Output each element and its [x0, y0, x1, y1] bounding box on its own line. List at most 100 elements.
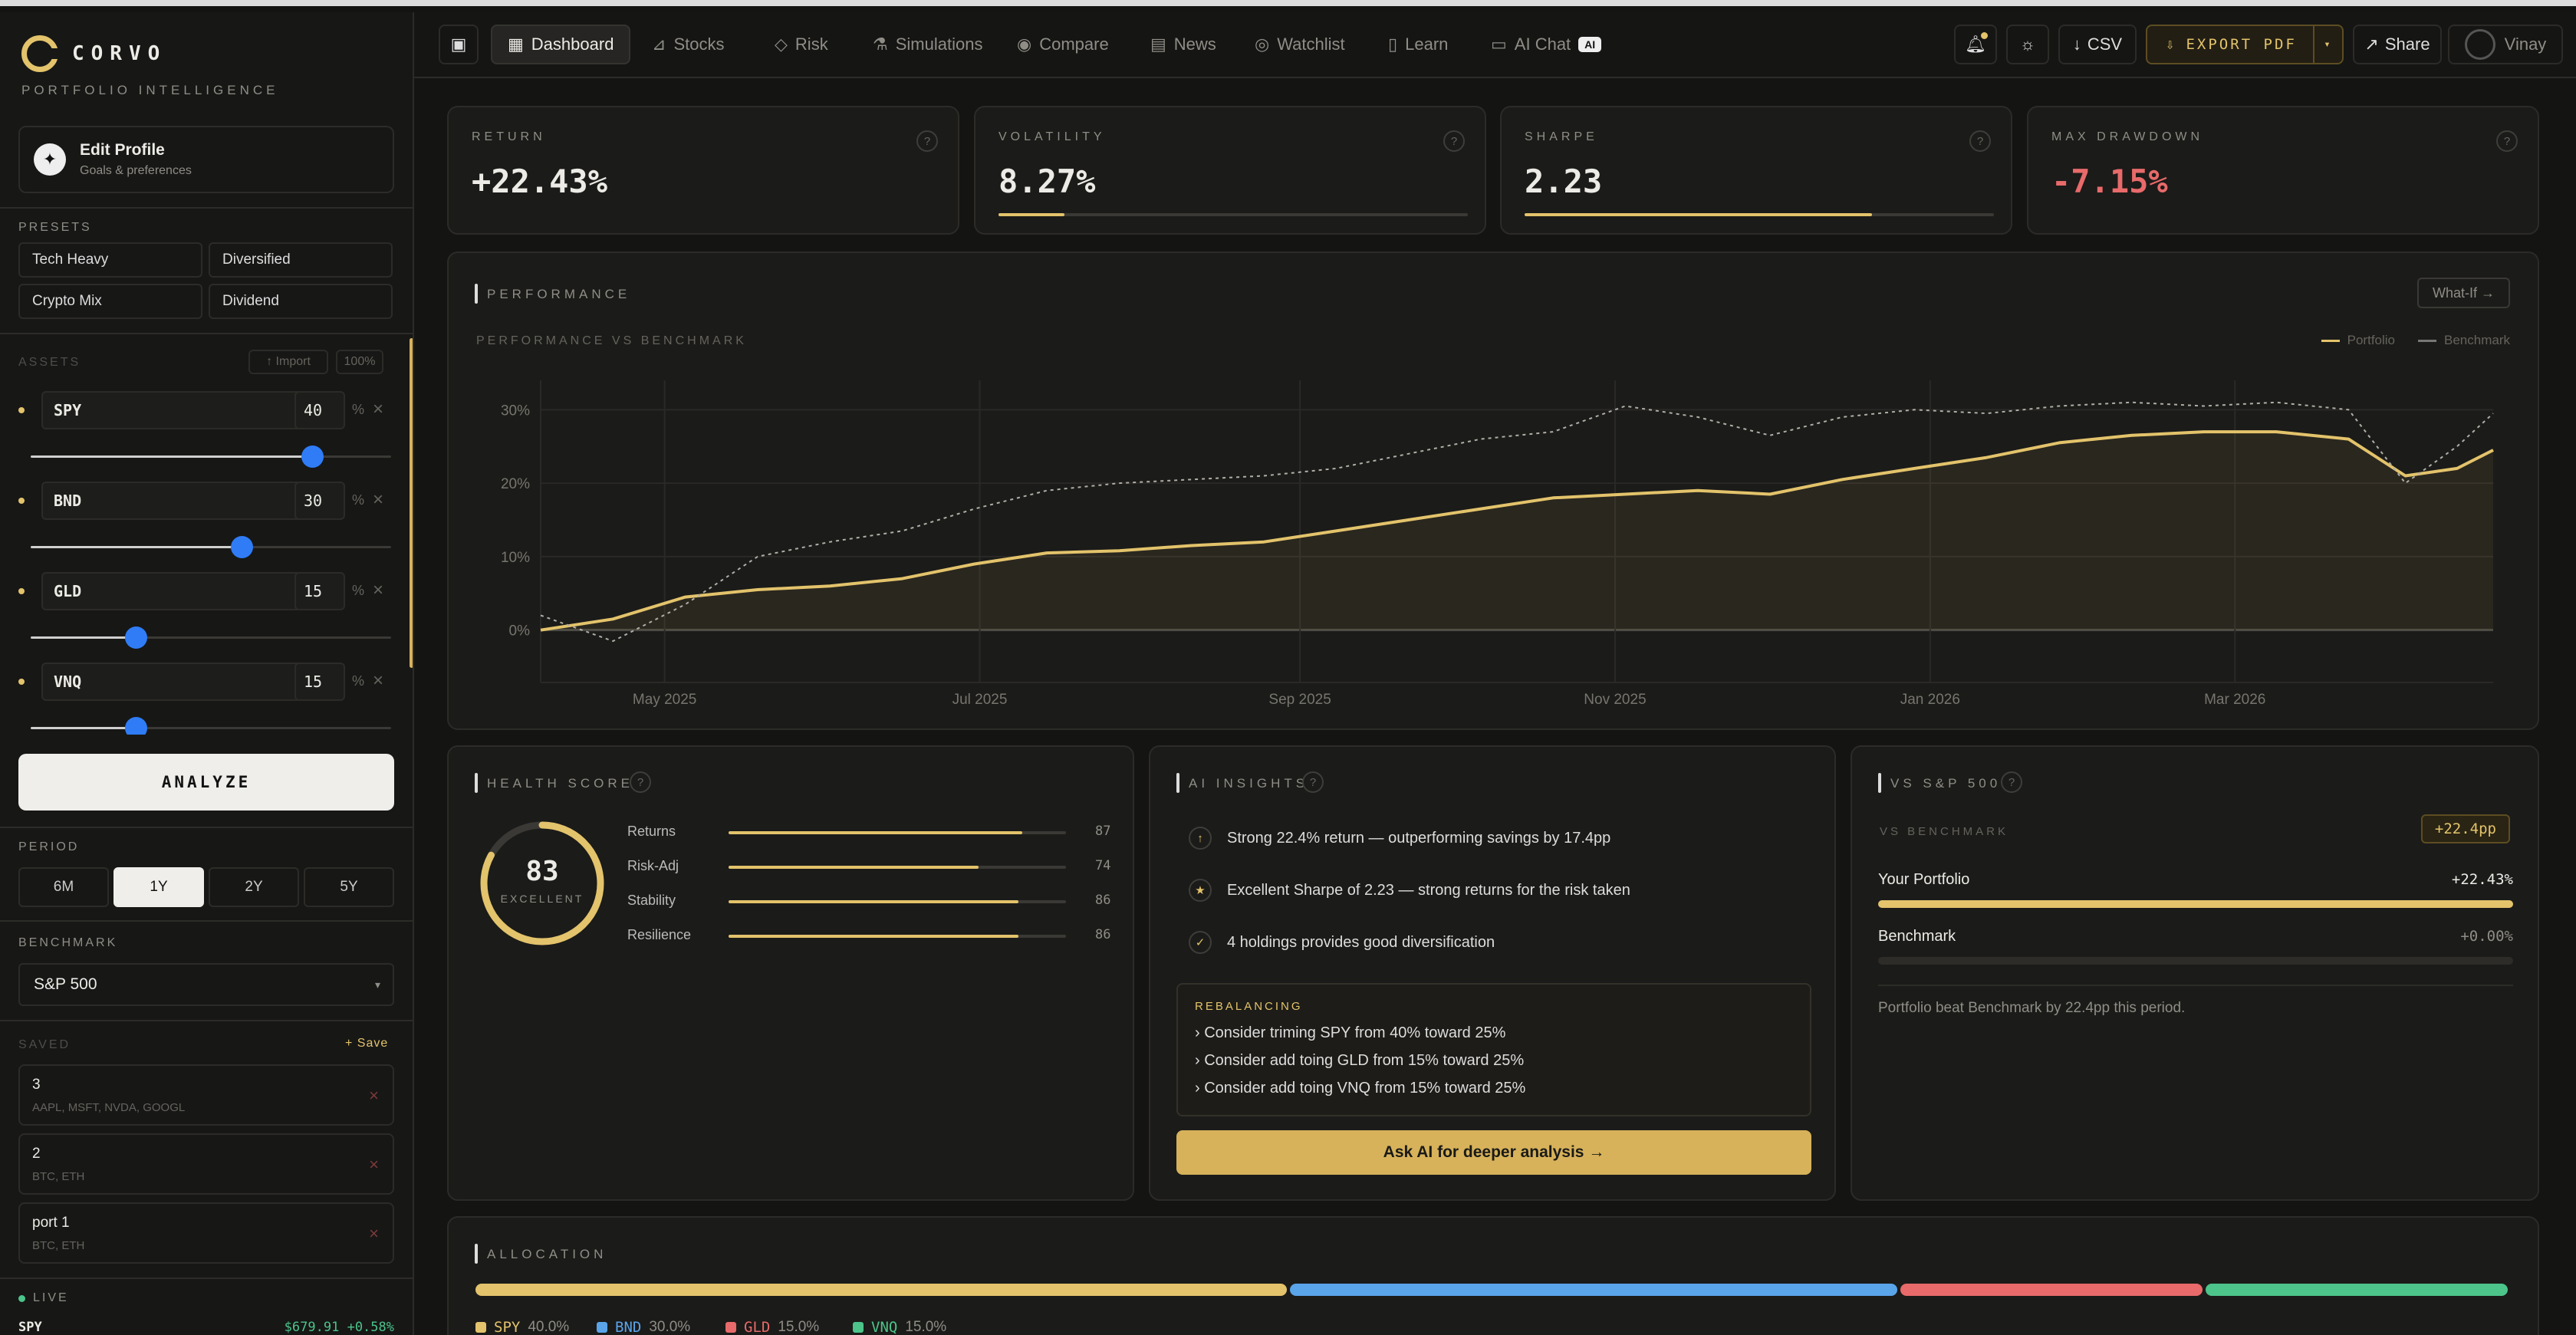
- slider-fill: [31, 546, 242, 548]
- share-button[interactable]: ↗ Share: [2353, 25, 2442, 64]
- import-button[interactable]: ↑ Import: [248, 350, 328, 374]
- help-icon[interactable]: ?: [2001, 771, 2022, 793]
- rebalancing-item: › Consider add toing GLD from 15% toward…: [1195, 1052, 1525, 1069]
- slider-fill: [31, 455, 312, 458]
- save-portfolio-button[interactable]: + Save: [345, 1037, 389, 1050]
- saved-portfolio-item[interactable]: 3 AAPL, MSFT, NVDA, GOOGL ×: [18, 1064, 394, 1126]
- x-tick-label: Jan 2026: [1900, 692, 1960, 708]
- arrow-up-icon: ↑: [1189, 827, 1212, 850]
- download-icon: ↓: [2072, 35, 2081, 54]
- csv-button[interactable]: ↓ CSV: [2058, 25, 2137, 64]
- benchmark-select[interactable]: S&P 500 ▾: [18, 963, 394, 1006]
- tab-watchlist[interactable]: ◎ Watchlist: [1239, 25, 1360, 64]
- saved-tickers: BTC, ETH: [32, 1239, 85, 1252]
- weight-slider[interactable]: [31, 717, 391, 735]
- allocation-segment-vnq: [2205, 1284, 2508, 1296]
- period-5y[interactable]: 5Y: [304, 867, 394, 907]
- chevron-down-icon[interactable]: ▾: [2313, 26, 2342, 63]
- legend-ticker: VNQ: [871, 1319, 898, 1335]
- delete-icon[interactable]: ×: [369, 1086, 379, 1105]
- weight-input[interactable]: 15: [294, 572, 345, 610]
- weight-input[interactable]: 40: [294, 391, 345, 429]
- tab-learn[interactable]: ▯ Learn: [1373, 25, 1463, 64]
- saved-portfolio-item[interactable]: 2 BTC, ETH ×: [18, 1133, 394, 1195]
- kpi-value: -7.15%: [2051, 163, 2168, 200]
- slider-thumb[interactable]: [230, 536, 253, 558]
- remove-asset-icon[interactable]: ×: [373, 670, 384, 691]
- profile-subtitle: Goals & preferences: [80, 164, 192, 177]
- row-fill: [729, 900, 1019, 903]
- preset-crypto-mix[interactable]: Crypto Mix: [18, 284, 202, 319]
- weight-input[interactable]: 15: [294, 663, 345, 701]
- period-1y[interactable]: 1Y: [114, 867, 204, 907]
- tab-simulations[interactable]: ⚗ Simulations: [857, 25, 998, 64]
- theme-toggle-button[interactable]: ☼: [2006, 25, 2049, 64]
- saved-portfolio-item[interactable]: port 1 BTC, ETH ×: [18, 1202, 394, 1264]
- help-icon[interactable]: ?: [1969, 130, 1991, 152]
- slider-thumb[interactable]: [301, 446, 324, 468]
- tab-news[interactable]: ▤ News: [1135, 25, 1232, 64]
- ticker-input[interactable]: VNQ: [41, 663, 302, 701]
- notifications-button[interactable]: 🔔︎: [1954, 25, 1997, 64]
- help-icon[interactable]: ?: [1302, 771, 1324, 793]
- plus-icon: ✦: [34, 143, 66, 176]
- remove-asset-icon[interactable]: ×: [373, 489, 384, 510]
- preset-tech-heavy[interactable]: Tech Heavy: [18, 242, 202, 278]
- delete-icon[interactable]: ×: [369, 1224, 379, 1243]
- tab-stocks[interactable]: ⊿ Stocks: [637, 25, 739, 64]
- slider-thumb[interactable]: [125, 626, 148, 649]
- ticker-input[interactable]: GLD: [41, 572, 302, 610]
- weight-slider[interactable]: [31, 446, 391, 468]
- help-icon[interactable]: ?: [916, 130, 938, 152]
- preset-diversified[interactable]: Diversified: [209, 242, 393, 278]
- what-if-button[interactable]: What-If →: [2416, 278, 2510, 308]
- saved-tickers: AAPL, MSFT, NVDA, GOOGL: [32, 1101, 186, 1114]
- export-pdf-button[interactable]: ⇩ EXPORT PDF ▾: [2146, 25, 2344, 64]
- ticker-input[interactable]: BND: [41, 482, 302, 520]
- saved-name: port 1: [32, 1215, 70, 1231]
- ticker-input[interactable]: SPY: [41, 391, 302, 429]
- shield-icon: ◇: [775, 35, 788, 54]
- remove-asset-icon[interactable]: ×: [373, 580, 384, 600]
- tab-compare[interactable]: ◉ Compare: [1002, 25, 1124, 64]
- edit-profile-button[interactable]: ✦ Edit Profile Goals & preferences: [18, 126, 394, 193]
- series-area-portfolio: [541, 432, 2493, 630]
- slider-thumb[interactable]: [125, 717, 148, 735]
- benchmark-value: S&P 500: [34, 975, 97, 993]
- slider-fill: [31, 636, 137, 639]
- ask-ai-button[interactable]: Ask AI for deeper analysis →: [1176, 1130, 1811, 1175]
- sidebar-scrollbar[interactable]: [410, 338, 413, 668]
- remove-asset-icon[interactable]: ×: [373, 399, 384, 419]
- preset-dividend[interactable]: Dividend: [209, 284, 393, 319]
- live-label: LIVE: [33, 1291, 69, 1304]
- performance-chart: 30% 20% 10% 0% May 2025 Jul 2025 Sep 2025 Nov 2…: [501, 380, 2494, 708]
- weight-slider[interactable]: [31, 626, 391, 649]
- toggle-sidebar-button[interactable]: ▣: [439, 25, 479, 64]
- row-track: [729, 900, 1066, 903]
- brand-name: CORVO: [72, 42, 167, 65]
- help-icon[interactable]: ?: [630, 771, 651, 793]
- weight-input[interactable]: 30: [294, 482, 345, 520]
- period-2y[interactable]: 2Y: [209, 867, 299, 907]
- help-icon[interactable]: ?: [1443, 130, 1465, 152]
- divider: [0, 920, 413, 922]
- row-track: [729, 831, 1066, 834]
- ai-insights-card: AI INSIGHTS ? ↑ Strong 22.4% return — out…: [1149, 745, 1836, 1201]
- brand: CORVO: [21, 35, 166, 72]
- benchmark-row: Benchmark +0.00%: [1878, 928, 2513, 965]
- help-icon[interactable]: ?: [2496, 130, 2518, 152]
- rebalancing-title: REBALANCING: [1195, 1000, 1303, 1013]
- weight-slider[interactable]: [31, 536, 391, 558]
- eye-icon: ◎: [1255, 35, 1270, 54]
- legend-portfolio: Portfolio: [2321, 333, 2395, 348]
- period-6m[interactable]: 6M: [18, 867, 109, 907]
- tab-dashboard[interactable]: ▦ Dashboard: [491, 25, 631, 64]
- kpi-label: MAX DRAWDOWN: [2051, 130, 2204, 143]
- tab-ai-chat[interactable]: ▭ AI Chat AI: [1476, 25, 1617, 64]
- user-menu-button[interactable]: Vinay: [2448, 25, 2563, 64]
- percent-label: %: [352, 492, 365, 508]
- tab-risk[interactable]: ◇ Risk: [759, 25, 844, 64]
- analyze-button[interactable]: ANALYZE: [18, 754, 394, 811]
- divider: [0, 1277, 413, 1279]
- delete-icon[interactable]: ×: [369, 1155, 379, 1174]
